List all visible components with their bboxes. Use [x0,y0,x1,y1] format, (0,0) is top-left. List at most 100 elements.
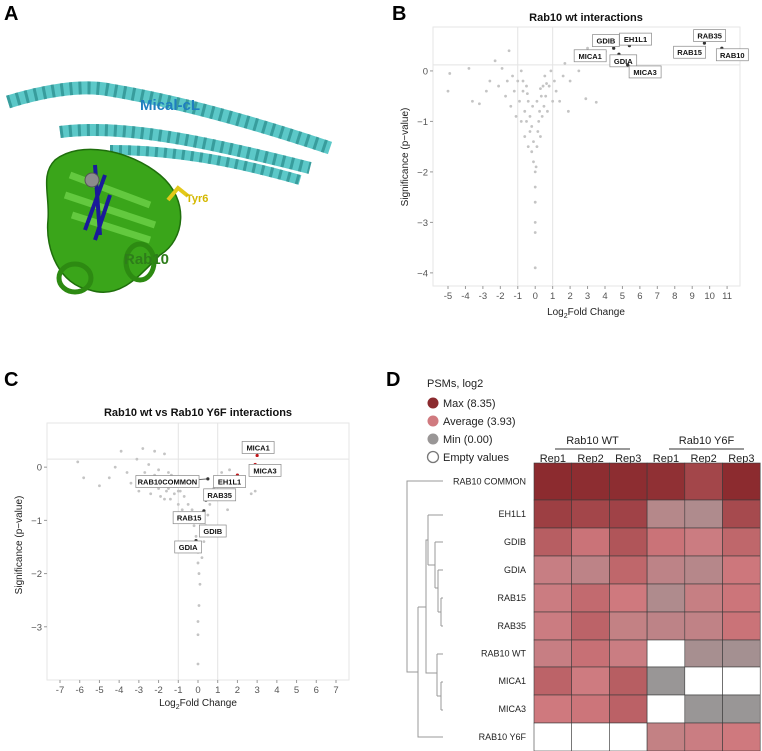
heatmap-cell [609,527,648,557]
data-point [526,145,530,149]
point-label: RAB15 [177,514,202,523]
data-point [542,104,546,108]
data-point [169,497,172,501]
x-tick-label: -1 [174,685,182,696]
data-point [153,449,157,453]
point-label-box [172,511,206,525]
data-point [197,572,201,575]
data-point [196,561,200,565]
point-label: GDIA [179,543,198,552]
panel-label-d: D [386,369,400,391]
x-tick-label: 4 [602,291,607,302]
column-label: Rep1 [653,453,679,465]
point-label-box [619,32,652,46]
heatmap-cell [533,462,573,501]
data-point [533,185,537,189]
x-axis-label: Log2Fold Change [159,698,237,711]
point-label-box [673,45,706,59]
data-point [507,49,511,53]
plot-area [432,26,741,287]
data-point [535,145,539,149]
point-label-box [135,475,200,488]
data-point [530,150,534,154]
data-point [547,84,551,88]
heatmap-cell [609,694,648,724]
legend-item-label: Min (0.00) [443,434,493,446]
heatmap-cell [533,527,573,557]
legend-swatch [426,450,440,464]
legend-title: PSMs, log2 [427,378,483,390]
data-point [504,94,507,98]
column-label: Rep3 [615,453,641,465]
data-point [540,114,544,118]
data-point [534,165,538,169]
data-point [563,61,567,65]
point-label: RAB10 [720,51,745,60]
point-label: MICA3 [253,466,276,475]
heatmap-cell [533,639,573,668]
heatmap-cell [571,499,610,529]
y-axis-label: Significance (p−value) [400,108,411,207]
legend-item-label: Average (3.93) [443,416,516,428]
row-label: MICA1 [498,676,526,686]
data-point [538,109,541,113]
column-group-label: Rab10 WT [566,435,619,447]
data-point [514,114,518,118]
point-label: EH1L1 [218,478,241,487]
data-point [566,109,570,113]
data-point [546,109,549,113]
row-label: EH1L1 [498,509,526,519]
data-point [226,508,229,512]
x-tick-label: 1 [215,685,220,696]
point-label-box [199,524,227,538]
data-point [220,471,224,474]
heatmap-cell [684,722,723,751]
heatmap-cell [684,583,723,613]
point-label: MICA3 [633,68,656,77]
tyr-label: Tyr6 [186,193,208,205]
column-label: Rep3 [728,453,754,465]
heatmap-cell [646,666,686,696]
data-point [558,99,562,103]
data-point [519,69,523,73]
y-axis-label: Significance (p−value) [14,496,25,595]
heatmap-cell [609,499,648,529]
heatmap-cell [722,722,761,751]
data-point [198,582,202,586]
data-point [253,489,257,493]
y-tick-label: −1 [31,516,42,527]
data-point [249,492,253,496]
point-label: RAB35 [697,32,722,41]
data-point [561,74,565,78]
data-point [141,447,145,450]
heatmap-cell [646,583,686,613]
data-point [493,59,497,63]
highlighted-point [255,453,259,458]
data-point [178,489,182,493]
data-point [471,99,474,103]
highlighted-point [626,63,630,67]
column-group-label: Rab10 Y6F [679,435,735,447]
data-point [488,79,492,83]
data-point [119,449,123,453]
heatmap-cell [684,694,723,724]
heatmap-cell [609,611,648,641]
heatmap-cell [722,555,761,585]
point-label-box [715,48,749,62]
heatmap-cell [571,583,610,613]
data-point [82,476,86,480]
heatmap-cell [533,499,573,529]
heatmap-cell [533,611,573,641]
x-tick-label: 10 [704,291,715,302]
data-point [519,120,523,123]
heatmap-cell [722,694,761,724]
x-tick-label: 11 [722,291,732,302]
panel-label-a: A [4,3,18,25]
panel-label-c: C [4,369,18,391]
dendrogram [406,480,443,738]
x-tick-label: 6 [314,685,319,696]
x-tick-label: 3 [254,685,259,696]
highlighted-point [612,46,616,50]
volcano-plot-wt-vs-y6f: Rab10 wt vs Rab10 Y6F interactions Log2F… [14,407,350,711]
data-point [509,104,513,108]
